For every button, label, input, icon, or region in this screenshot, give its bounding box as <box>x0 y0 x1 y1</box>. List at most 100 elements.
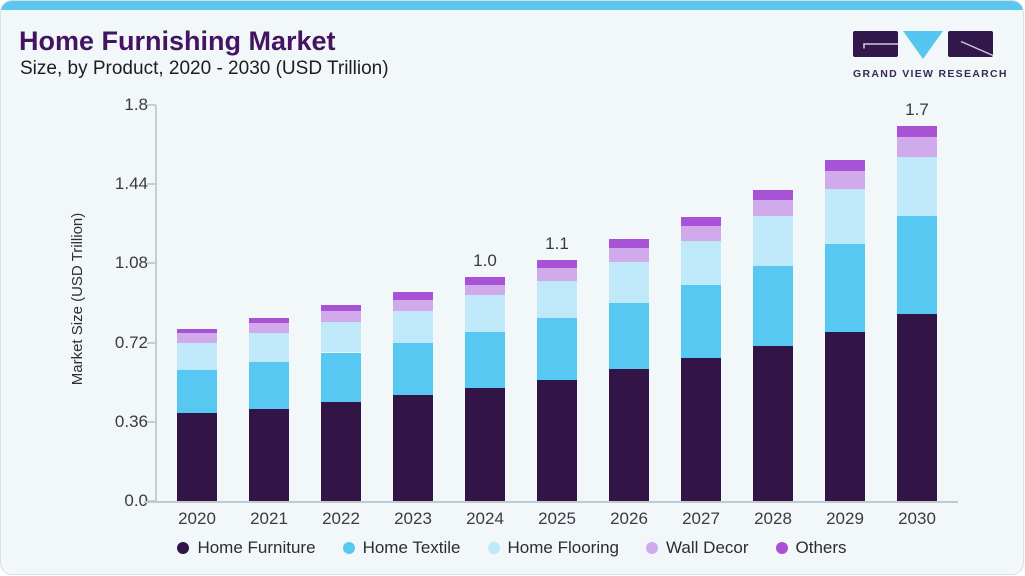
bar-segment <box>177 370 217 413</box>
bar-segment <box>321 305 361 312</box>
y-tick-label: 0.0 <box>124 491 148 510</box>
legend-item: Home Furniture <box>177 538 316 558</box>
x-axis-label: 2030 <box>898 509 936 528</box>
bar-segment <box>537 380 577 501</box>
bar-segment <box>393 395 433 501</box>
bar-segment <box>537 318 577 380</box>
bar-segment <box>753 216 793 266</box>
legend-item: Home Textile <box>342 538 461 558</box>
bar-segment <box>681 241 721 286</box>
y-tick-label: 0.36 <box>114 411 148 431</box>
bar-segment <box>609 262 649 303</box>
x-axis-label: 2023 <box>394 509 432 528</box>
bar-value-label: 1.7 <box>905 99 929 119</box>
bar-segment <box>825 331 865 501</box>
legend-label: Home Furniture <box>197 538 316 557</box>
bar-segment <box>177 333 217 343</box>
x-axis-label: 2026 <box>610 509 648 528</box>
y-tick-mark <box>147 104 156 106</box>
chart-legend: Home Furniture Home Textile Home Flooring W… <box>1 538 1023 558</box>
legend-swatch-icon <box>775 542 788 554</box>
legend-swatch-icon <box>342 542 355 554</box>
bar-segment <box>681 226 721 242</box>
bar-segment <box>249 332 289 363</box>
bar-segment <box>393 342 433 396</box>
bar-segment <box>753 189 793 200</box>
y-axis-title: Market Size (USD Trillion) <box>69 212 86 386</box>
legend-swatch-icon <box>177 542 190 554</box>
bar-segment <box>825 160 865 171</box>
bar-segment <box>393 292 433 300</box>
logo-wordmark: GRAND VIEW RESEARCH <box>853 68 1008 80</box>
x-axis-label: 2021 <box>250 509 288 528</box>
x-axis-line <box>144 501 958 503</box>
logo-r-icon <box>948 31 994 62</box>
bar-segment <box>321 352 361 402</box>
bar-segment <box>825 171 865 189</box>
y-axis-line <box>155 105 157 502</box>
bar-segment <box>393 299 433 311</box>
y-tick-mark <box>147 183 156 186</box>
bar-segment <box>537 260 577 269</box>
y-tick-mark <box>147 262 156 265</box>
bar-value-label: 1.1 <box>545 234 569 254</box>
legend-label: Home Textile <box>362 538 461 557</box>
x-axis-label: 2029 <box>826 509 864 528</box>
x-axis-label: 2020 <box>178 509 216 528</box>
legend-item: Others <box>775 538 847 558</box>
bar-segment <box>537 268 577 281</box>
legend-item: Home Flooring <box>487 538 620 558</box>
bar-segment <box>321 402 361 501</box>
bar-segment <box>249 408 289 501</box>
bar-segment <box>897 216 937 314</box>
legend-label: Home Flooring <box>507 538 620 557</box>
grand-view-research-logo: GRAND VIEW RESEARCH <box>853 31 1008 80</box>
bar-segment <box>249 318 289 324</box>
bar-segment <box>465 284 505 296</box>
bar-segment <box>465 331 505 388</box>
bar-segment <box>465 387 505 501</box>
y-tick-mark <box>147 420 156 423</box>
bar-segment <box>897 314 937 501</box>
y-tick-label: 1.08 <box>114 253 148 273</box>
page-title: Home Furnishing Market <box>19 26 336 56</box>
bar-segment <box>537 281 577 319</box>
bar-segment <box>681 216 721 227</box>
y-tick-label: 1.8 <box>124 95 148 114</box>
bar-segment <box>897 125 937 137</box>
bar-segment <box>609 303 649 369</box>
bar-segment <box>177 413 217 501</box>
x-axis-label: 2024 <box>466 509 504 528</box>
bar-value-label: 1.0 <box>473 251 497 271</box>
bar-segment <box>753 265 793 346</box>
legend-swatch-icon <box>487 542 500 554</box>
legend-item: Wall Decor <box>646 538 749 558</box>
bar-segment <box>609 248 649 263</box>
y-tick-label: 1.44 <box>114 174 148 194</box>
bar-segment <box>897 156 937 217</box>
bar-segment <box>465 295 505 332</box>
logo-g-icon <box>853 31 898 62</box>
bar-segment <box>177 342 217 371</box>
bar-segment <box>609 239 649 248</box>
bar-segment <box>321 321 361 353</box>
bar-segment <box>681 358 721 501</box>
x-axis-label: 2022 <box>322 509 360 528</box>
legend-swatch-icon <box>646 542 659 554</box>
x-axis-label: 2027 <box>682 509 720 528</box>
bar-segment <box>249 362 289 409</box>
bar-segment <box>825 243 865 332</box>
logo-glyphs <box>853 31 994 64</box>
x-axis-label: 2025 <box>538 509 576 528</box>
bar-segment <box>249 323 289 333</box>
bar-segment <box>321 311 361 322</box>
bar-segment <box>609 369 649 501</box>
logo-v-icon <box>903 31 943 64</box>
x-axis-label: 2028 <box>754 509 792 528</box>
bar-segment <box>753 199 793 217</box>
bar-segment <box>825 188 865 244</box>
bar-segment <box>393 310 433 343</box>
bar-segment <box>753 345 793 501</box>
bar-segment <box>465 277 505 285</box>
